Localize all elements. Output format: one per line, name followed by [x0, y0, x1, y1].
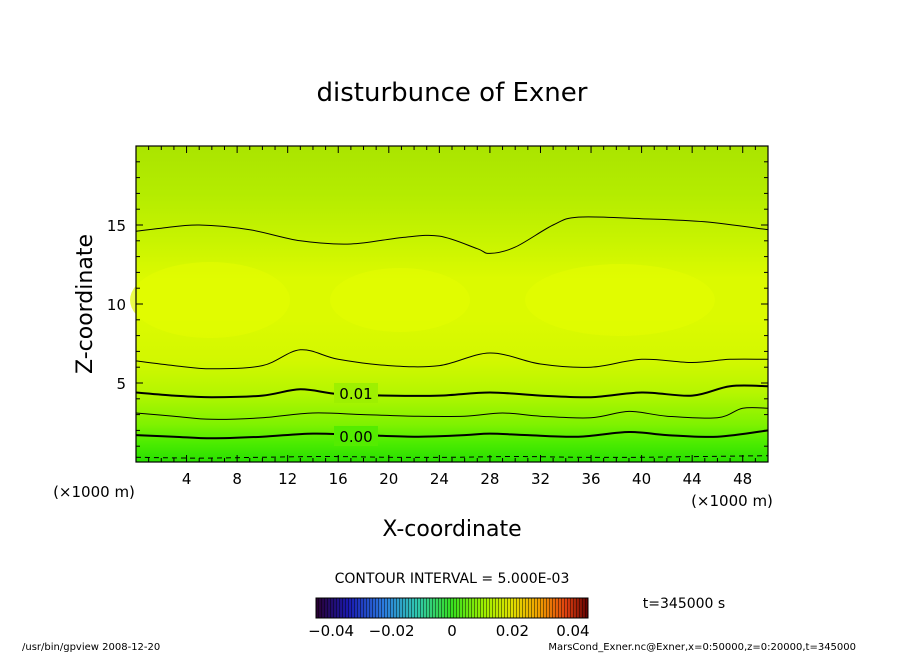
contour-lines: [135, 216, 769, 459]
contour-interval: CONTOUR INTERVAL = 5.000E-03: [335, 571, 570, 587]
x-tick-4: 4: [182, 470, 192, 488]
contour-line-5: [135, 216, 769, 254]
y-axis-title: Z-coordinate: [73, 234, 98, 374]
contour-line-1: [135, 429, 769, 440]
footer-right: MarsCond_Exner.nc@Exner,x=0:50000,z=0:20…: [548, 642, 856, 653]
colorbar-tick-0: 0: [447, 622, 457, 640]
colorbar: −0.04 −0.02 0 0.02 0.04: [308, 597, 590, 640]
contour-label-0.01: 0.01: [339, 385, 372, 403]
bright-blob-1: [130, 262, 290, 338]
contour-label-0.00: 0.00: [339, 428, 372, 446]
x-tick-20: 20: [379, 470, 398, 488]
y-axis-labels: 5 10 15 Z-coordinate: [73, 217, 126, 393]
x-unit-label: (×1000 m): [691, 492, 773, 510]
bright-blob-3: [525, 264, 715, 336]
chart-title: disturbunce of Exner: [317, 78, 588, 108]
x-tick-16: 16: [329, 470, 348, 488]
contour-labels: 0.01 0.00: [334, 383, 378, 446]
colorbar-frame: [315, 597, 589, 619]
z-tick-5: 5: [116, 375, 126, 393]
z-tick-10: 10: [107, 296, 126, 314]
x-tick-36: 36: [581, 470, 600, 488]
x-tick-8: 8: [232, 470, 242, 488]
colorbar-tick-0.04: 0.04: [556, 622, 589, 640]
x-tick-24: 24: [430, 470, 449, 488]
time-label: t=345000 s: [643, 596, 725, 612]
x-tick-12: 12: [278, 470, 297, 488]
x-tick-44: 44: [683, 470, 702, 488]
x-tick-48: 48: [733, 470, 752, 488]
x-tick-32: 32: [531, 470, 550, 488]
x-tick-40: 40: [632, 470, 651, 488]
contour-line-0: [135, 455, 769, 459]
plot-area: 0.01 0.00: [130, 145, 769, 463]
colorbar-tick--0.04: −0.04: [308, 622, 354, 640]
z-tick-15: 15: [107, 217, 126, 235]
colorbar-stripes: [316, 598, 588, 618]
x-axis-labels: 4 8 12 16 20 24 28 32 36 40 44 48 (×1000…: [53, 470, 773, 542]
contour-line-2: [135, 407, 769, 420]
x-tick-28: 28: [480, 470, 499, 488]
footer-left: /usr/bin/gpview 2008-12-20: [22, 642, 160, 653]
axis-ticks: [136, 146, 768, 462]
colorbar-tick-0.02: 0.02: [496, 622, 529, 640]
contour-line-3: [135, 384, 769, 399]
x-axis-title: X-coordinate: [382, 517, 521, 542]
colorbar-tick--0.02: −0.02: [369, 622, 415, 640]
z-unit-label: (×1000 m): [53, 483, 135, 501]
bright-blob-2: [330, 268, 470, 332]
contour-line-4: [135, 349, 769, 370]
